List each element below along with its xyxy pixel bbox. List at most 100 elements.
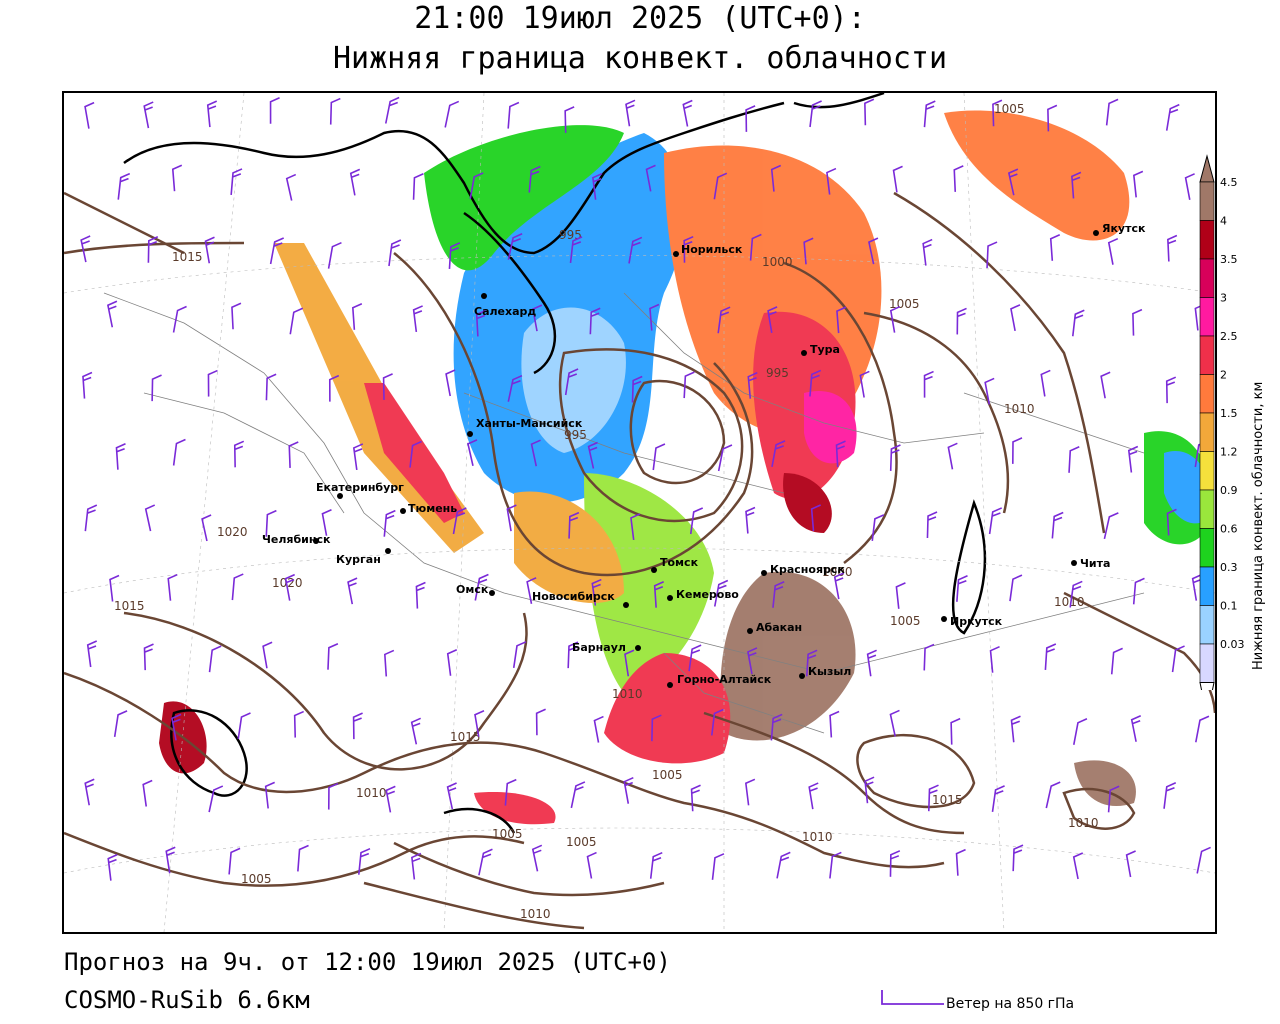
wind-barb: [143, 101, 154, 129]
cloud-field-darkred: [783, 473, 832, 533]
admin-borders: [103, 292, 1145, 734]
wind-barb: [289, 307, 304, 335]
wind-barb: [630, 513, 641, 541]
wind-barb: [1110, 647, 1123, 675]
svg-text:Челябинск: Челябинск: [262, 533, 331, 546]
svg-text:Салехард: Салехард: [474, 305, 536, 318]
svg-text:Красноярск: Красноярск: [770, 563, 845, 576]
wind-barb: [649, 851, 663, 879]
wind-barb: [711, 708, 724, 736]
svg-text:Кемерово: Кемерово: [676, 588, 739, 601]
wind-barb: [512, 641, 527, 668]
wind-barb: [711, 853, 725, 880]
wind-barb: [989, 645, 1000, 673]
wind-barb: [144, 504, 156, 532]
cities: Якутск Норильск Тура Салехард Ханты-Манс…: [262, 222, 1146, 688]
city-gorno-altaysk: Горно-Алтайск: [667, 673, 772, 688]
wind-barb: [1105, 98, 1119, 126]
cloud-field-band-red: [364, 383, 464, 523]
wind-barb: [84, 778, 95, 806]
wind-barb: [1163, 782, 1177, 809]
wind-barb: [351, 303, 363, 330]
city-kemerovo: Кемерово: [667, 588, 739, 601]
wind-barb: [446, 782, 457, 810]
isobar-label: 1010: [802, 830, 833, 844]
cloud-field-red-sw: [604, 653, 731, 764]
wind-barb: [770, 164, 782, 192]
wind-barb: [864, 98, 875, 126]
wind-barb: [770, 713, 783, 741]
wind-barb: [1132, 170, 1144, 198]
legend-tick-label: 2.5: [1220, 330, 1238, 343]
wind-barb: [262, 641, 273, 669]
wind-barb: [84, 504, 98, 532]
wind-barb: [809, 100, 822, 128]
wind-barb: [143, 643, 154, 671]
wind-barb: [409, 440, 422, 468]
wind-barb: [713, 172, 728, 200]
wind-barb: [452, 507, 467, 535]
wind-barb: [264, 781, 275, 809]
wind-barb: [475, 309, 487, 337]
wind-barb: [171, 164, 183, 192]
wind-barb: [593, 715, 604, 743]
legend-swatch: [1199, 181, 1215, 221]
isobar-label: 995: [559, 228, 582, 242]
cloud-field-green-south: [584, 473, 714, 693]
isobar-label: 1010: [612, 687, 643, 701]
legend-tick-label: 2: [1220, 369, 1227, 382]
legend-tick-label: 1.2: [1220, 446, 1238, 459]
cloud-fields: [159, 110, 1214, 825]
wind-barb: [86, 640, 98, 668]
wind-barb: [269, 97, 280, 124]
isobar-label: 1015: [932, 793, 963, 807]
wind-barb: [382, 373, 393, 400]
isobar-label: 1005: [890, 614, 921, 628]
wind-barb: [172, 305, 187, 333]
wind-barb: [208, 645, 222, 673]
isobar-label: 1010: [1004, 402, 1035, 416]
wind-barb: [810, 504, 821, 532]
svg-text:Новосибирск: Новосибирск: [532, 590, 615, 603]
wind-barb: [713, 579, 729, 607]
wind-barb: [1127, 445, 1139, 473]
city-kyzyl: Кызыл: [799, 665, 851, 679]
wind-barb: [564, 368, 579, 396]
wind-barb: [569, 236, 583, 264]
legend-swatch: [1199, 566, 1215, 606]
legend-tick-label: 4: [1220, 215, 1227, 228]
svg-text:Иркутск: Иркутск: [950, 615, 1003, 628]
wind-barb: [151, 374, 162, 402]
legend-swatch: [1199, 451, 1215, 491]
wind-barb: [507, 374, 523, 402]
wind-barb: [771, 440, 786, 468]
wind-barb: [230, 168, 243, 196]
wind-barb: [531, 844, 543, 872]
city-chita: Чита: [1071, 557, 1110, 570]
wind-barb: [1107, 237, 1119, 265]
wind-barb: [1167, 234, 1178, 262]
wind-legend: Ветер на 850 гПа: [878, 988, 1178, 1018]
wind-barb: [1107, 785, 1120, 813]
color-legend: 4.5 4 3.5 3 2.5 2 1.5 1.2 0.9 0.6 0.3 0.1 0.03 Нижня…: [1198, 150, 1280, 717]
wind-barb: [328, 374, 340, 402]
isobar-label: 1005: [652, 768, 683, 782]
legend-swatch: [1199, 220, 1215, 260]
wind-barb: [833, 572, 845, 600]
legend-tick-label: 1.5: [1220, 407, 1238, 420]
legend-tick-label: 3: [1220, 292, 1227, 305]
wind-barb: [956, 575, 968, 602]
wind-barb: [1010, 715, 1021, 743]
legend-tick-label: 0.03: [1220, 638, 1245, 651]
city-novosibirsk: Новосибирск: [532, 590, 629, 608]
wind-barb: [803, 237, 814, 265]
svg-text:Тюмень: Тюмень: [408, 502, 457, 515]
city-salekhard: Салехард: [474, 293, 536, 318]
svg-text:Барнаул: Барнаул: [572, 641, 626, 654]
wind-barb: [889, 305, 901, 333]
wind-barb: [651, 714, 662, 742]
wind-barb: [683, 371, 695, 399]
wind-barb: [889, 444, 901, 471]
weather-map: 1005 1015 995 1000 1005 995 995 1010 102…: [62, 91, 1217, 934]
wind-barb: [772, 581, 785, 608]
